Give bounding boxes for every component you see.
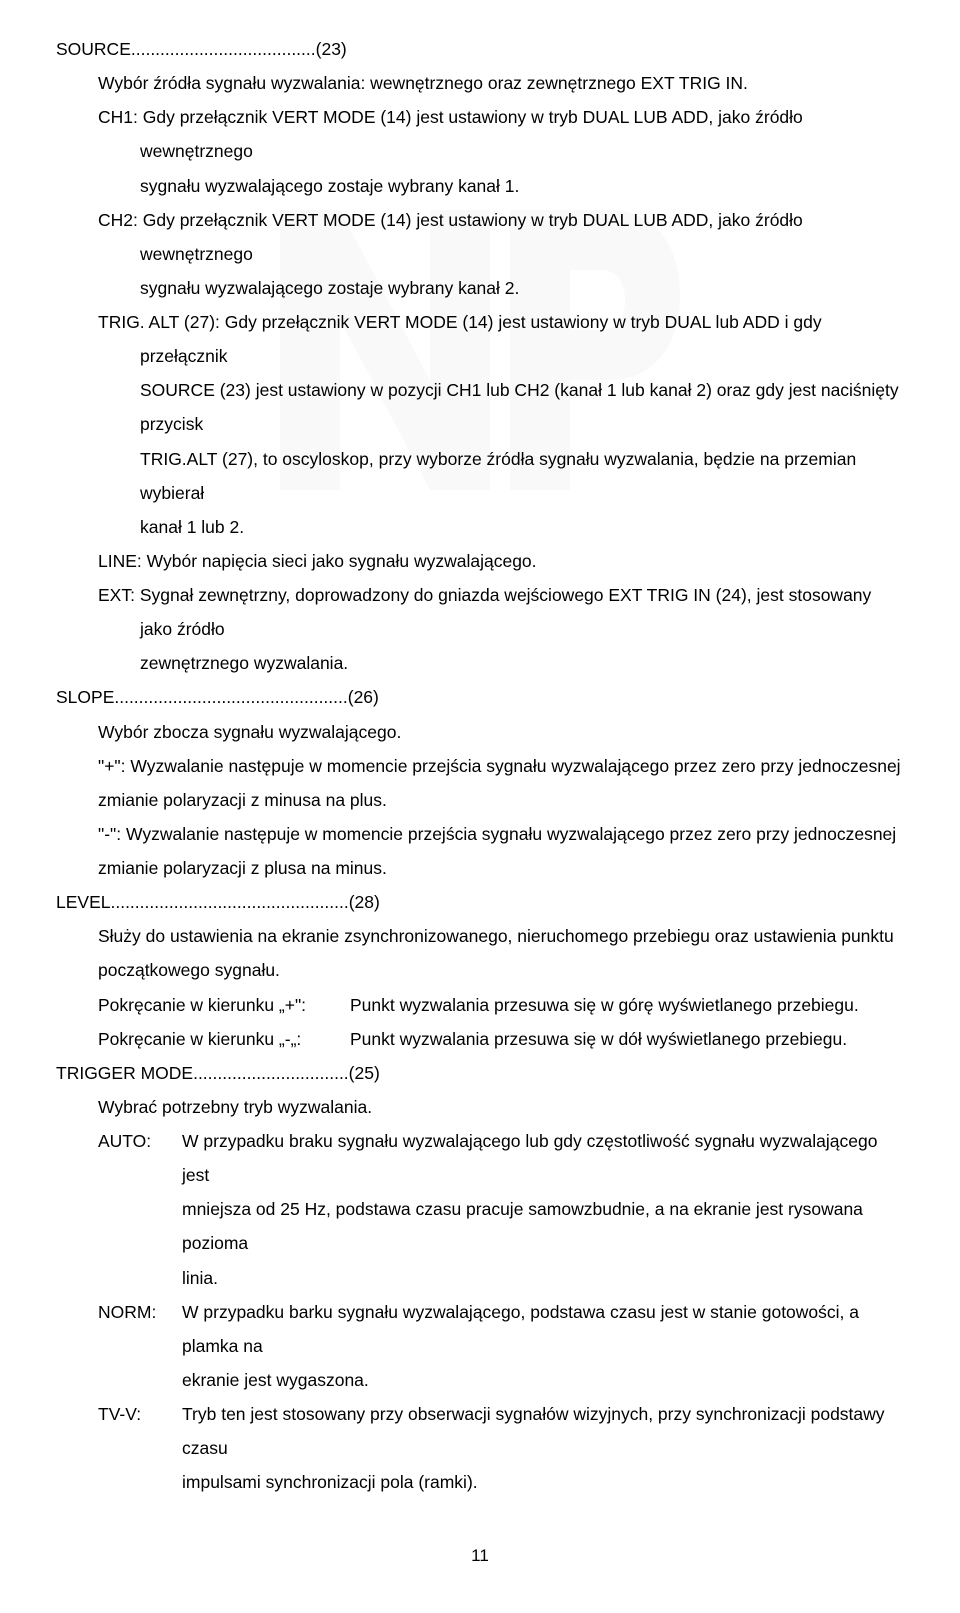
source-ext-line1: EXT: Sygnał zewnętrzny, doprowadzony do … [56, 578, 904, 646]
mode-norm-label: NORM: [98, 1295, 182, 1363]
level-row-plus-value: Punkt wyzwalania przesuwa się w górę wyś… [350, 988, 904, 1022]
source-ext-line2: zewnętrznego wyzwalania. [56, 646, 904, 680]
slope-plus-line1: "+": Wyzwalanie następuje w momencie prz… [56, 749, 904, 783]
mode-tvv-text1: Tryb ten jest stosowany przy obserwacji … [182, 1397, 904, 1465]
source-ch1-line2: sygnału wyzwalającego zostaje wybrany ka… [56, 169, 904, 203]
mode-auto-text3: linia. [56, 1261, 904, 1295]
source-ch2-line1: CH2: Gdy przełącznik VERT MODE (14) jest… [56, 203, 904, 271]
mode-auto-text1: W przypadku braku sygnału wyzwalającego … [182, 1124, 904, 1192]
level-row-minus-label: Pokręcanie w kierunku „-„: [56, 1022, 350, 1056]
slope-intro: Wybór zbocza sygnału wyzwalającego. [56, 715, 904, 749]
level-heading: LEVEL...................................… [56, 885, 904, 919]
mode-tvv-label: TV-V: [98, 1397, 182, 1465]
level-line1: Służy do ustawienia na ekranie zsynchron… [56, 919, 904, 953]
level-line2: początkowego sygnału. [56, 953, 904, 987]
mode-norm-row: NORM: W przypadku barku sygnału wyzwalaj… [56, 1295, 904, 1363]
level-row-plus: Pokręcanie w kierunku „+": Punkt wyzwala… [56, 988, 904, 1022]
mode-norm-text2: ekranie jest wygaszona. [56, 1363, 904, 1397]
document-page: SOURCE..................................… [0, 0, 960, 1613]
slope-minus-line1: "-": Wyzwalanie następuje w momencie prz… [56, 817, 904, 851]
page-number: 11 [56, 1539, 904, 1572]
level-row-plus-label: Pokręcanie w kierunku „+": [56, 988, 350, 1022]
triggermode-intro: Wybrać potrzebny tryb wyzwalania. [56, 1090, 904, 1124]
mode-norm-text1: W przypadku barku sygnału wyzwalającego,… [182, 1295, 904, 1363]
source-intro: Wybór źródła sygnału wyzwalania: wewnętr… [56, 66, 904, 100]
slope-plus-line2: zmianie polaryzacji z minusa na plus. [56, 783, 904, 817]
slope-minus-line2: zmianie polaryzacji z plusa na minus. [56, 851, 904, 885]
mode-tvv-text2: impulsami synchronizacji pola (ramki). [56, 1465, 904, 1499]
source-trigalt-line4: kanał 1 lub 2. [56, 510, 904, 544]
source-line: LINE: Wybór napięcia sieci jako sygnału … [56, 544, 904, 578]
level-row-minus-value: Punkt wyzwalania przesuwa się w dół wyśw… [350, 1022, 904, 1056]
slope-heading: SLOPE...................................… [56, 680, 904, 714]
mode-auto-row: AUTO: W przypadku braku sygnału wyzwalaj… [56, 1124, 904, 1192]
mode-tvv-row: TV-V: Tryb ten jest stosowany przy obser… [56, 1397, 904, 1465]
mode-auto-label: AUTO: [98, 1124, 182, 1192]
source-trigalt-line2: SOURCE (23) jest ustawiony w pozycji CH1… [56, 373, 904, 441]
source-ch1-line1: CH1: Gdy przełącznik VERT MODE (14) jest… [56, 100, 904, 168]
source-ch2-line2: sygnału wyzwalającego zostaje wybrany ka… [56, 271, 904, 305]
mode-auto-text2: mniejsza od 25 Hz, podstawa czasu pracuj… [56, 1192, 904, 1260]
source-trigalt-line1: TRIG. ALT (27): Gdy przełącznik VERT MOD… [56, 305, 904, 373]
triggermode-heading: TRIGGER MODE............................… [56, 1056, 904, 1090]
source-trigalt-line3: TRIG.ALT (27), to oscyloskop, przy wybor… [56, 442, 904, 510]
source-heading: SOURCE..................................… [56, 32, 904, 66]
level-row-minus: Pokręcanie w kierunku „-„: Punkt wyzwala… [56, 1022, 904, 1056]
